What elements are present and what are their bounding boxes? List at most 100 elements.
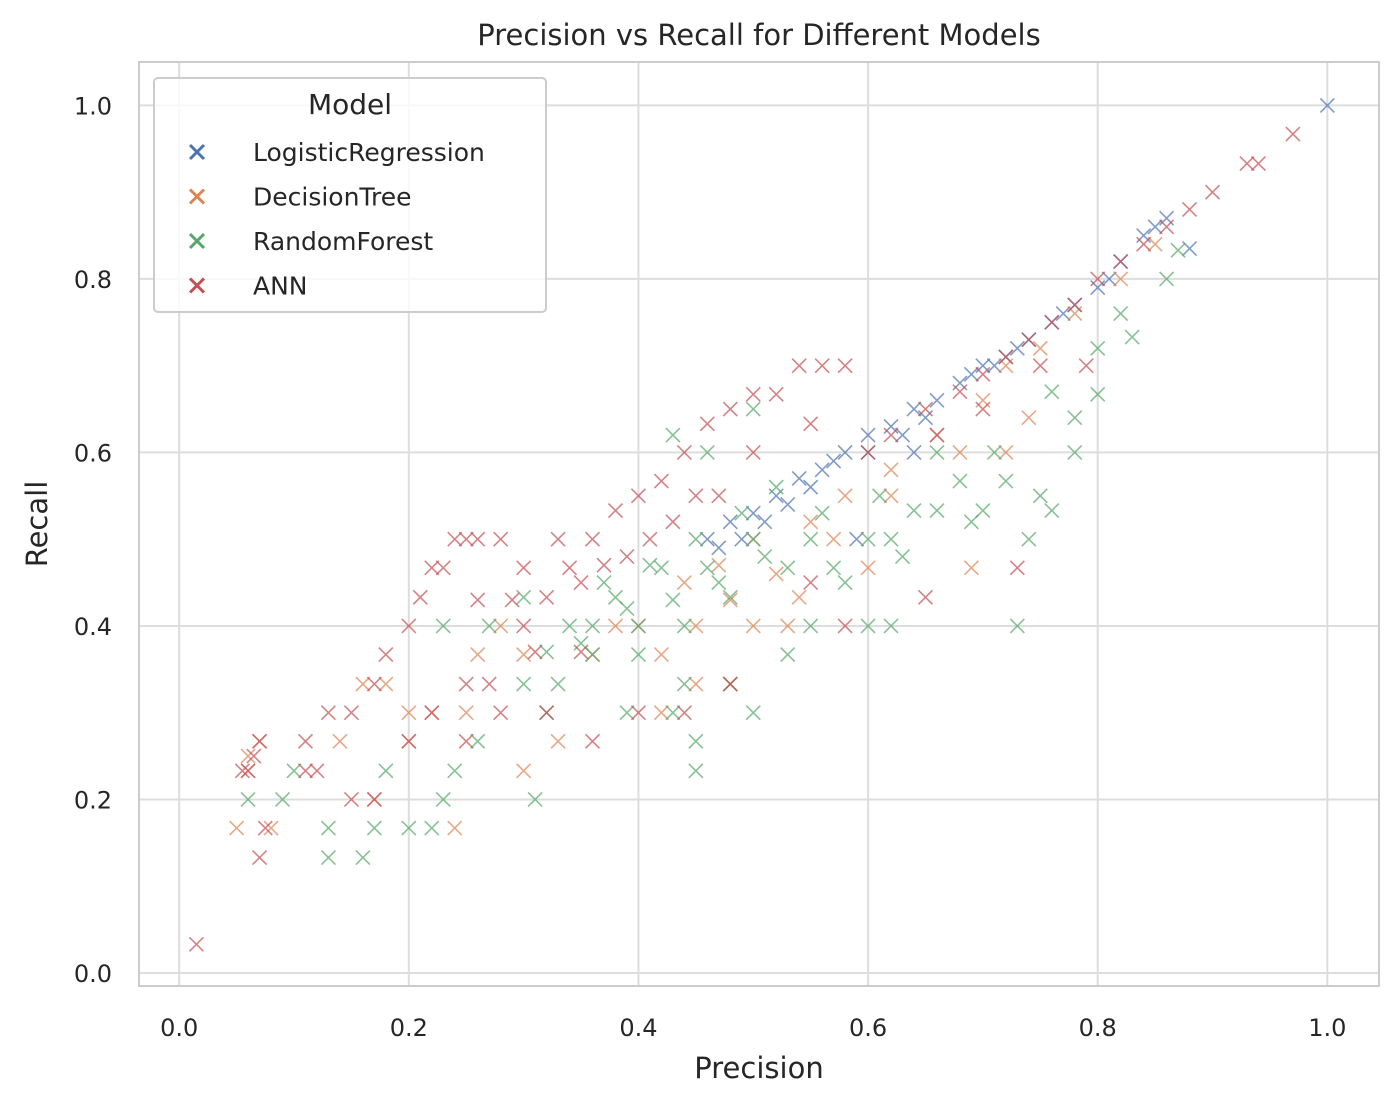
x-tick-label: 1.0	[1308, 1014, 1346, 1042]
data-point	[378, 763, 394, 779]
data-point	[906, 401, 922, 417]
y-tick-label: 0.8	[74, 266, 112, 294]
y-axis-label: Recall	[20, 481, 54, 568]
data-point	[401, 733, 417, 749]
data-point	[688, 733, 704, 749]
data-point	[240, 763, 256, 779]
data-point	[734, 531, 750, 547]
data-point	[986, 358, 1002, 374]
data-point	[952, 384, 968, 400]
data-point	[1021, 332, 1037, 348]
data-point	[883, 488, 899, 504]
data-point	[745, 705, 761, 721]
data-point	[539, 644, 555, 660]
data-point	[240, 791, 256, 808]
data-point	[263, 820, 279, 836]
data-point	[653, 473, 669, 489]
data-point	[745, 505, 761, 521]
data-point	[711, 488, 727, 504]
data-point	[837, 574, 853, 591]
data-point	[332, 733, 348, 749]
data-point	[1055, 306, 1071, 322]
data-point	[435, 791, 451, 808]
data-point	[470, 531, 486, 547]
data-point	[653, 705, 669, 721]
data-point	[768, 386, 784, 402]
data-point	[1159, 219, 1175, 235]
data-point	[745, 386, 761, 402]
data-point	[745, 531, 761, 547]
data-point	[1078, 358, 1094, 374]
data-point	[1136, 236, 1152, 252]
data-point	[470, 647, 486, 663]
data-point	[401, 618, 417, 634]
data-point	[929, 427, 945, 443]
data-point	[234, 763, 250, 779]
data-point	[1032, 340, 1048, 356]
data-point	[814, 462, 830, 478]
series-DecisionTree	[229, 236, 1163, 836]
data-point	[240, 748, 256, 764]
data-point	[871, 488, 888, 504]
data-point	[711, 557, 727, 573]
data-point	[504, 592, 520, 608]
x-axis-label: Precision	[694, 1051, 823, 1085]
data-point	[1124, 329, 1140, 345]
data-point	[676, 618, 692, 634]
data-point	[584, 733, 601, 749]
data-point	[803, 531, 819, 547]
data-point	[1250, 155, 1267, 172]
data-point	[1032, 358, 1048, 374]
legend-box	[153, 77, 547, 313]
data-point	[1159, 271, 1175, 287]
data-point	[366, 676, 382, 692]
data-point	[734, 505, 750, 521]
data-point	[722, 514, 738, 530]
data-point	[435, 618, 451, 634]
data-point	[722, 401, 738, 417]
data-point	[1285, 126, 1301, 142]
data-point	[619, 705, 635, 721]
data-point	[458, 733, 474, 749]
data-point	[630, 488, 647, 504]
data-point	[688, 618, 704, 634]
data-point	[1181, 201, 1198, 218]
data-point	[1009, 618, 1025, 634]
data-point	[814, 358, 830, 374]
data-point	[584, 618, 601, 634]
data-point	[906, 444, 922, 460]
data-point	[642, 557, 658, 573]
data-point	[929, 444, 945, 460]
data-point	[688, 531, 704, 547]
data-point	[676, 676, 692, 692]
data-point	[1101, 271, 1117, 287]
y-tick-label: 1.0	[74, 92, 112, 120]
data-point	[251, 850, 268, 866]
data-point	[1067, 410, 1083, 426]
data-point	[343, 705, 359, 721]
data-point	[917, 401, 934, 417]
data-point	[493, 531, 509, 547]
x-tick-labels: 0.0 0.2 0.4 0.6 0.8 1.0	[160, 1014, 1346, 1042]
data-point	[1009, 340, 1025, 356]
data-point	[998, 349, 1014, 365]
data-point	[320, 820, 337, 836]
data-point	[986, 444, 1002, 460]
data-point	[584, 531, 601, 547]
data-point	[699, 560, 715, 576]
y-tick-label: 0.2	[74, 786, 112, 814]
data-point	[424, 560, 440, 576]
data-point	[688, 676, 704, 692]
data-point	[470, 592, 486, 608]
chart-title: Precision vs Recall for Different Models	[477, 18, 1040, 52]
data-point	[860, 444, 876, 460]
data-point	[826, 453, 842, 469]
data-point	[837, 358, 853, 374]
data-point	[1067, 297, 1083, 313]
data-point	[516, 647, 532, 663]
data-point	[711, 540, 727, 556]
data-point	[929, 502, 945, 519]
data-point	[447, 820, 463, 836]
data-point	[630, 647, 647, 663]
